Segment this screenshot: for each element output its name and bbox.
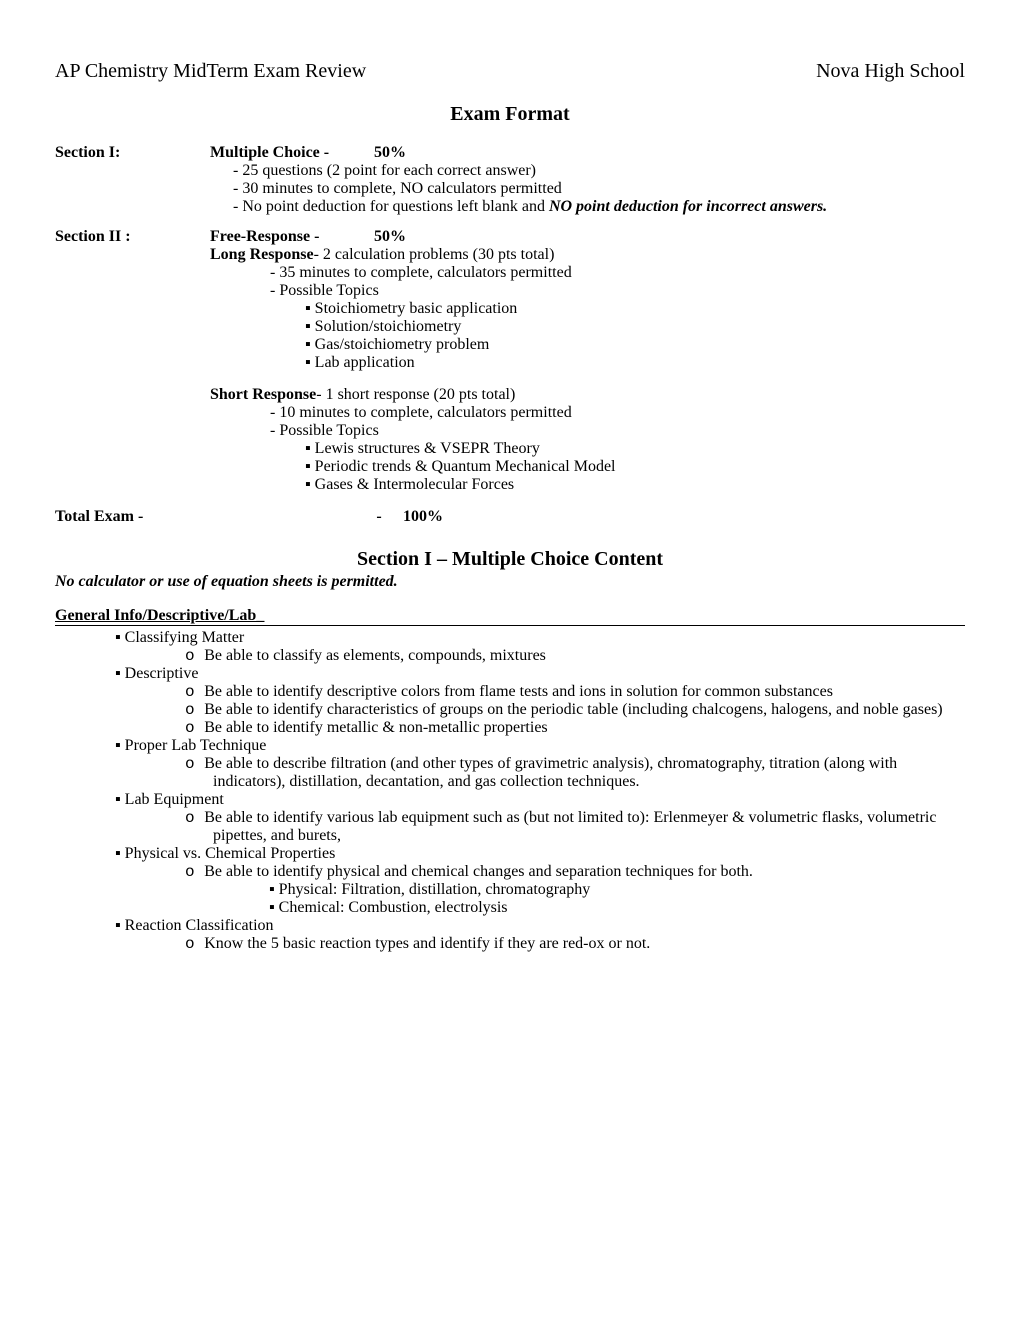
category-heading: General Info/Descriptive/Lab_	[55, 607, 965, 626]
list-item: Periodic trends & Quantum Mechanical Mod…	[305, 458, 965, 476]
short-response-line: Short Response- 1 short response (20 pts…	[210, 386, 965, 404]
section-1: Section I: Multiple Choice - 50% 25 ques…	[55, 144, 965, 216]
list-item: Be able to identify characteristics of g…	[185, 701, 965, 719]
list-item: Be able to identify descriptive colors f…	[185, 683, 965, 701]
list-item: Be able to identify physical and chemica…	[185, 863, 965, 917]
list-item: 25 questions (2 point for each correct a…	[233, 162, 965, 180]
section-2-type: Free-Response -	[210, 228, 370, 246]
list-item: Possible Topics	[270, 422, 965, 440]
section-1-pct: 50%	[374, 144, 406, 161]
total-label: Total Exam -	[55, 508, 355, 526]
list-item: Lab Equipment Be able to identify variou…	[115, 791, 965, 845]
short-response-topics: Lewis structures & VSEPR Theory Periodic…	[305, 440, 965, 494]
list-item: Classifying Matter Be able to classify a…	[115, 629, 965, 665]
list-item: Be able to classify as elements, compoun…	[185, 647, 965, 665]
list-item: Physical: Filtration, distillation, chro…	[269, 881, 965, 899]
short-response-dashes: 10 minutes to complete, calculators perm…	[270, 404, 965, 440]
list-item: Chemical: Combustion, electrolysis	[269, 899, 965, 917]
list-item: 10 minutes to complete, calculators perm…	[270, 404, 965, 422]
long-response-topics: Stoichiometry basic application Solution…	[305, 300, 965, 372]
list-item: Be able to describe filtration (and othe…	[185, 755, 965, 791]
list-item: Proper Lab Technique Be able to describe…	[115, 737, 965, 791]
list-item: Descriptive Be able to identify descript…	[115, 665, 965, 737]
total-pct: 100%	[403, 508, 443, 526]
list-item: Stoichiometry basic application	[305, 300, 965, 318]
section-2-pct: 50%	[374, 228, 406, 245]
list-item: Physical vs. Chemical Properties Be able…	[115, 845, 965, 917]
section-2: Section II : Free-Response - 50% Long Re…	[55, 228, 965, 494]
list-item: Be able to identify various lab equipmen…	[185, 809, 965, 845]
list-item: Lewis structures & VSEPR Theory	[305, 440, 965, 458]
total-row: Total Exam - - 100%	[55, 508, 965, 526]
list-item: No point deduction for questions left bl…	[233, 198, 965, 216]
document-header: AP Chemistry MidTerm Exam Review Nova Hi…	[55, 60, 965, 83]
content-list: Classifying Matter Be able to classify a…	[115, 629, 965, 953]
content-section-note: No calculator or use of equation sheets …	[55, 573, 965, 591]
long-response-dashes: 35 minutes to complete, calculators perm…	[270, 264, 965, 300]
list-item: Possible Topics	[270, 282, 965, 300]
main-title: Exam Format	[55, 103, 965, 126]
section-2-label: Section II :	[55, 228, 210, 246]
section-1-type: Multiple Choice -	[210, 144, 370, 162]
header-left: AP Chemistry MidTerm Exam Review	[55, 60, 366, 83]
list-item: Gases & Intermolecular Forces	[305, 476, 965, 494]
section-1-bullets: 25 questions (2 point for each correct a…	[233, 162, 965, 216]
list-item: 35 minutes to complete, calculators perm…	[270, 264, 965, 282]
long-response-line: Long Response- 2 calculation problems (3…	[210, 246, 965, 264]
list-item: Be able to identify metallic & non-metal…	[185, 719, 965, 737]
section-1-label: Section I:	[55, 144, 210, 162]
content-section-title: Section I – Multiple Choice Content	[55, 548, 965, 571]
list-item: 30 minutes to complete, NO calculators p…	[233, 180, 965, 198]
list-item: Solution/stoichiometry	[305, 318, 965, 336]
list-item: Lab application	[305, 354, 965, 372]
total-dash: -	[355, 508, 403, 526]
list-item: Gas/stoichiometry problem	[305, 336, 965, 354]
list-item: Reaction Classification Know the 5 basic…	[115, 917, 965, 953]
list-item: Know the 5 basic reaction types and iden…	[185, 935, 965, 953]
header-right: Nova High School	[816, 60, 965, 83]
